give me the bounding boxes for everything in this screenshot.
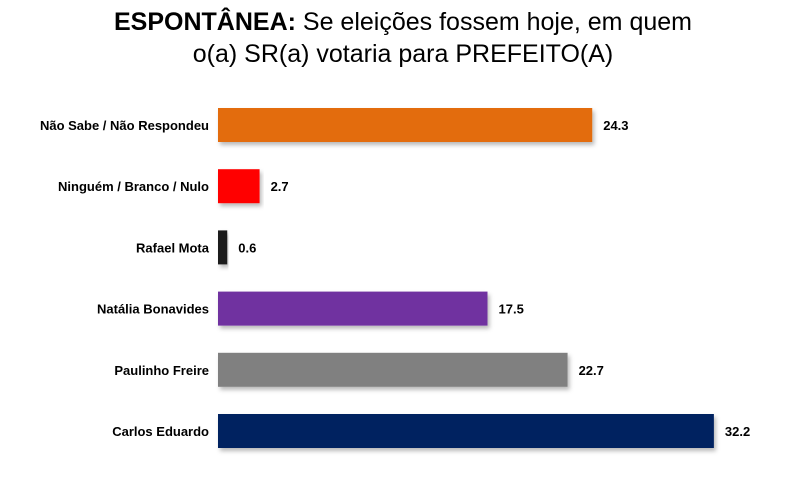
category-label-carlos-eduardo: Carlos Eduardo <box>112 424 209 439</box>
category-label-ninguem-branco-nulo: Ninguém / Branco / Nulo <box>58 179 209 194</box>
category-label-nao-sabe-nao-respondeu: Não Sabe / Não Respondeu <box>40 118 209 133</box>
chart-title: ESPONTÂNEA: Se eleições fossem hoje, em … <box>0 6 806 70</box>
value-label-carlos-eduardo: 32.2 <box>725 424 750 439</box>
category-label-natalia-bonavides: Natália Bonavides <box>97 302 209 317</box>
chart-title-line-2: o(a) SR(a) votaria para PREFEITO(A) <box>192 40 614 68</box>
category-label-paulinho-freire: Paulinho Freire <box>114 363 209 378</box>
value-label-natalia-bonavides: 17.5 <box>499 302 524 317</box>
chart-title-bold: ESPONTÂNEA: <box>113 8 296 36</box>
bar-paulinho-freire <box>218 352 568 387</box>
category-label-rafael-mota: Rafael Mota <box>136 240 210 255</box>
value-label-nao-sabe-nao-respondeu: 24.3 <box>603 118 628 133</box>
bar-ninguem-branco-nulo <box>218 169 260 204</box>
chart-title-line-1: ESPONTÂNEA: Se eleições fossem hoje, em … <box>0 6 806 38</box>
bar-group: Não Sabe / Não Respondeu 24.3 Ninguém / Br… <box>40 108 750 448</box>
value-label-rafael-mota: 0.6 <box>238 240 256 255</box>
value-label-paulinho-freire: 22.7 <box>579 363 604 378</box>
bar-rafael-mota <box>218 230 228 265</box>
value-label-ninguem-branco-nulo: 2.7 <box>271 179 289 194</box>
bar-natalia-bonavides <box>218 291 488 326</box>
bar-nao-sabe-nao-respondeu <box>218 108 593 142</box>
bar-carlos-eduardo <box>218 414 714 448</box>
chart-title-rest: Se eleições fossem hoje, em quem <box>295 8 692 36</box>
